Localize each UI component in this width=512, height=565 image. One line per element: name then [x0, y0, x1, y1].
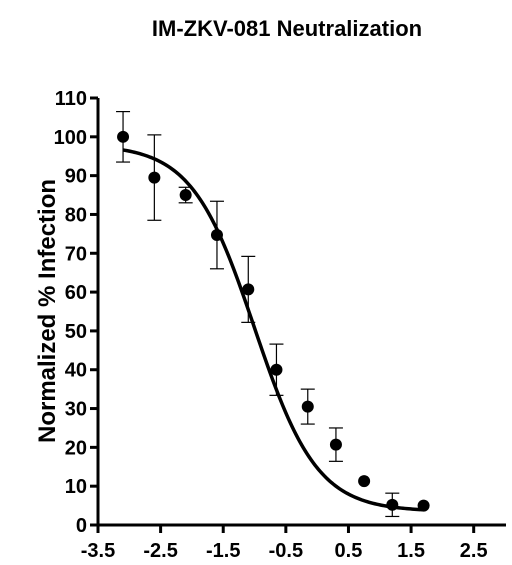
data-point: [242, 283, 255, 296]
x-tick-label: 2.5: [460, 540, 488, 562]
data-points: [116, 110, 430, 518]
y-tick-label: 50: [65, 321, 87, 343]
y-tick-label: 100: [54, 127, 87, 149]
y-tick-label: 0: [76, 515, 87, 537]
y-tick-label: 60: [65, 282, 87, 304]
data-point: [386, 498, 399, 511]
y-tick-label: 110: [55, 88, 87, 110]
y-axis-ticks: 0 10 20 30 40 50 60 70 80 90 100 110: [54, 88, 98, 537]
x-tick-label: 1.5: [397, 540, 425, 562]
y-axis-label: Normalized % Infection: [34, 179, 61, 443]
y-tick-label: 20: [65, 437, 87, 459]
x-tick-label: 0.5: [335, 540, 363, 562]
x-tick-label: -1.5: [206, 540, 240, 562]
fit-curve: [122, 148, 424, 512]
y-tick-label: 70: [65, 243, 87, 265]
y-tick-label: 40: [65, 360, 87, 382]
data-point: [301, 400, 314, 413]
data-point: [417, 499, 430, 512]
data-point: [329, 438, 342, 451]
data-point: [270, 363, 283, 376]
y-tick-label: 80: [65, 204, 87, 226]
x-tick-label: -0.5: [269, 540, 303, 562]
x-tick-label: -3.5: [81, 540, 115, 562]
y-tick-label: 30: [65, 399, 87, 421]
x-tick-label: -2.5: [143, 540, 177, 562]
data-point: [117, 130, 130, 143]
y-tick-label: 90: [65, 166, 87, 188]
data-point: [358, 475, 371, 488]
data-point: [210, 229, 223, 242]
x-axis-ticks: -3.5 -2.5 -1.5 -0.5 0.5 1.5 2.5: [81, 525, 488, 562]
chart-title: IM-ZKV-081 Neutralization: [152, 16, 422, 41]
data-point: [179, 189, 192, 202]
y-tick-label: 10: [65, 476, 87, 498]
data-point: [148, 171, 161, 184]
